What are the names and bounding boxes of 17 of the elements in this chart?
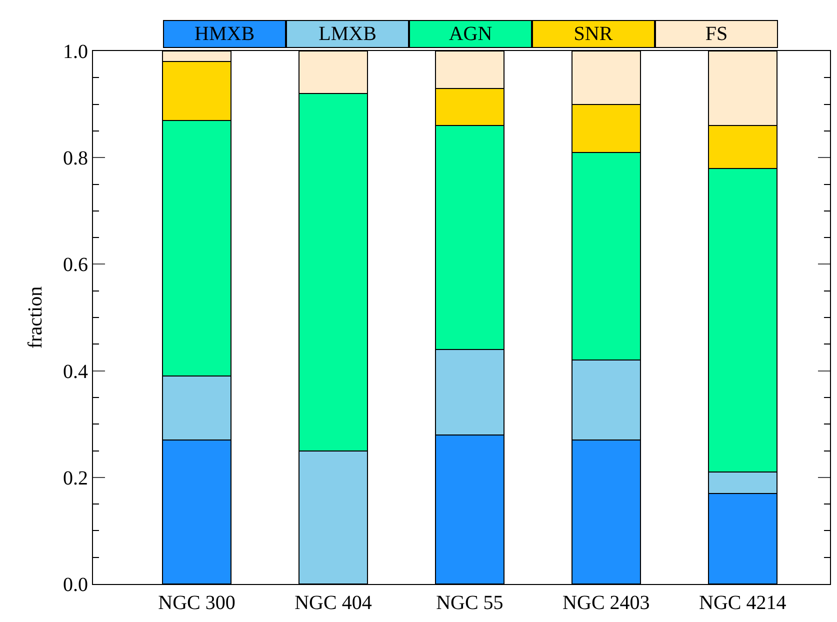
- y-tick-label: 0.2: [63, 467, 88, 490]
- y-tick-label: 1.0: [63, 41, 88, 63]
- text: LMXB: [318, 23, 376, 45]
- text: SNR: [574, 23, 614, 45]
- x-tick-label: NGC 300: [158, 592, 236, 614]
- text: HMXB: [194, 23, 255, 45]
- y-tick-label: 0.0: [63, 574, 88, 596]
- y-tick-label: 0.8: [63, 148, 88, 170]
- x-tick-label: NGC 2403: [562, 592, 650, 614]
- x-tick-label: NGC 55: [436, 592, 504, 614]
- x-tick-label: NGC 404: [294, 592, 372, 614]
- x-tick-label: NGC 4214: [699, 592, 786, 614]
- y-tick-label: 0.4: [63, 360, 88, 383]
- y-axis-title: fraction: [24, 286, 46, 349]
- text: AGN: [448, 23, 492, 45]
- series-label: FS: [705, 23, 728, 45]
- y-tick-label: 0.6: [63, 254, 88, 276]
